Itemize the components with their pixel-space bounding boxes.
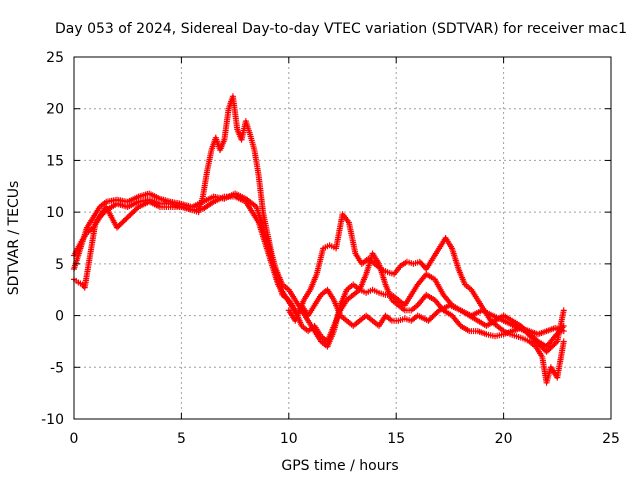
x-tick-label: 25 [602,431,620,447]
y-tick-label: 20 [46,102,64,118]
x-tick-label: 10 [280,431,298,447]
y-axis-title: SDTVAR / TECUs [6,181,22,296]
grid-lines [74,57,611,419]
x-tick-label: 0 [70,431,79,447]
plot-frame [73,56,612,420]
x-tick-label: 20 [495,431,513,447]
y-tick-label: -5 [50,360,64,376]
y-tick-label: 15 [46,153,64,169]
y-tick-label: 10 [46,205,64,221]
y-tick-label: 25 [46,50,64,66]
data-point [134,205,141,212]
y-tick-label: 5 [55,257,64,273]
y-tick-label: 0 [55,309,64,325]
x-tick-label: 15 [387,431,405,447]
data-point [560,338,567,345]
data-point [552,339,559,346]
data-point [560,322,567,329]
x-tick-label: 5 [177,431,186,447]
data-point [560,307,567,314]
y-tick-label: -10 [41,412,64,428]
data-point [434,308,441,315]
x-axis-title: GPS time / hours [281,458,398,474]
chart-title: Day 053 of 2024, Sidereal Day-to-day VTE… [55,21,627,37]
data-markers [71,93,567,386]
axis-ticks: 0 5 10 15 20 25 -10 -5 0 5 10 15 20 25 [41,50,620,447]
